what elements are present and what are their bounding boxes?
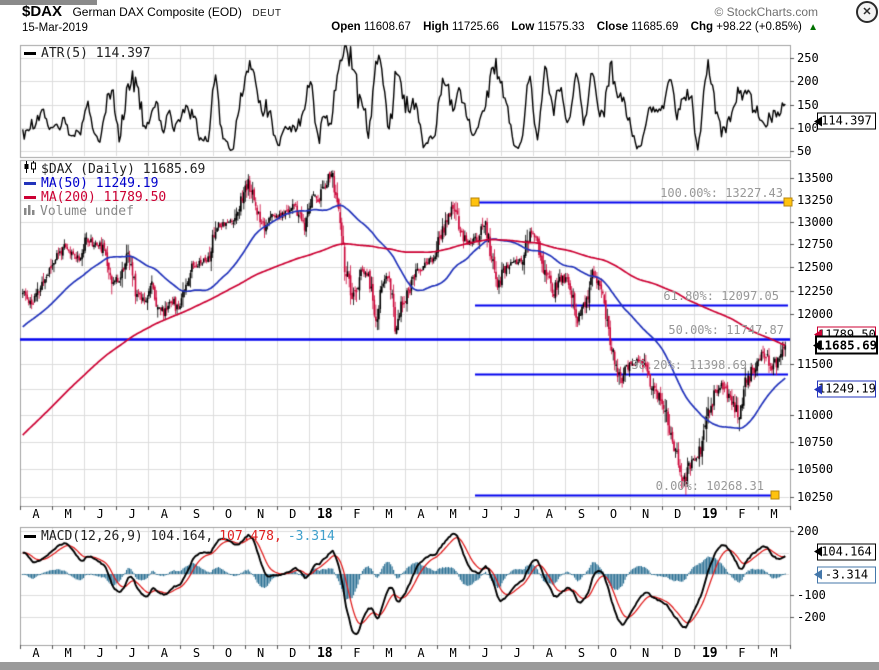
date-label: 15-Mar-2019 bbox=[22, 22, 88, 34]
open-label: Open bbox=[331, 21, 361, 33]
close-label: Close bbox=[596, 21, 629, 33]
up-arrow-icon: ▲ bbox=[808, 22, 818, 33]
close-value: 11685.69 bbox=[631, 21, 679, 33]
high-label: High bbox=[423, 21, 449, 33]
macd-legend-hist: -3.314 bbox=[287, 529, 335, 544]
symbol-name: German DAX Composite (EOD) bbox=[72, 5, 242, 19]
ma200-legend-label: MA(200) 11789.50 bbox=[41, 190, 167, 205]
atr-swatch-icon bbox=[24, 52, 36, 55]
ma50-legend-label: MA(50) 11249.19 bbox=[41, 176, 159, 191]
exchange-label: DEUT bbox=[252, 8, 282, 19]
macd-swatch-icon bbox=[24, 535, 36, 538]
copyright-label: © StockCharts.com bbox=[714, 5, 818, 19]
macd-legend-signal: 107.478, bbox=[219, 529, 282, 544]
volume-legend-label: Volume undef bbox=[40, 204, 134, 219]
macd-legend: MACD(12,26,9) 104.164, 107.478, -3.314 bbox=[24, 529, 335, 544]
window-top-strip bbox=[0, 0, 97, 5]
chg-label: Chg bbox=[690, 21, 714, 33]
close-icon[interactable]: ✕ bbox=[856, 1, 878, 23]
open-value: 11608.67 bbox=[363, 21, 411, 33]
window-bottom-bar bbox=[0, 662, 879, 670]
ma50-legend: MA(50) 11249.19 bbox=[24, 176, 158, 191]
high-value: 11725.66 bbox=[451, 21, 500, 33]
candlestick-icon bbox=[24, 161, 37, 177]
price-legend-title: $DAX (Daily) 11685.69 bbox=[24, 161, 205, 177]
chart-header: $DAX German DAX Composite (EOD) DEUT bbox=[22, 3, 282, 21]
macd-legend-main: MACD(12,26,9) 104.164, bbox=[41, 529, 214, 544]
volume-bars-icon bbox=[24, 204, 36, 219]
symbol-label: $DAX bbox=[22, 3, 63, 20]
ma50-swatch-icon bbox=[24, 182, 36, 185]
atr-legend: ATR(5) 114.397 bbox=[24, 46, 151, 61]
low-label: Low bbox=[511, 21, 535, 33]
quote-row: Open 11608.67 High 11725.66 Low 11575.33… bbox=[322, 21, 818, 33]
atr-legend-label: ATR(5) 114.397 bbox=[41, 46, 151, 61]
ma200-swatch-icon bbox=[24, 196, 36, 199]
low-value: 11575.33 bbox=[537, 21, 585, 33]
volume-legend: Volume undef bbox=[24, 204, 134, 219]
chg-value: +98.22 (+0.85%) bbox=[716, 21, 802, 33]
price-legend-label: $DAX (Daily) 11685.69 bbox=[41, 161, 206, 177]
ma200-legend: MA(200) 11789.50 bbox=[24, 190, 166, 205]
